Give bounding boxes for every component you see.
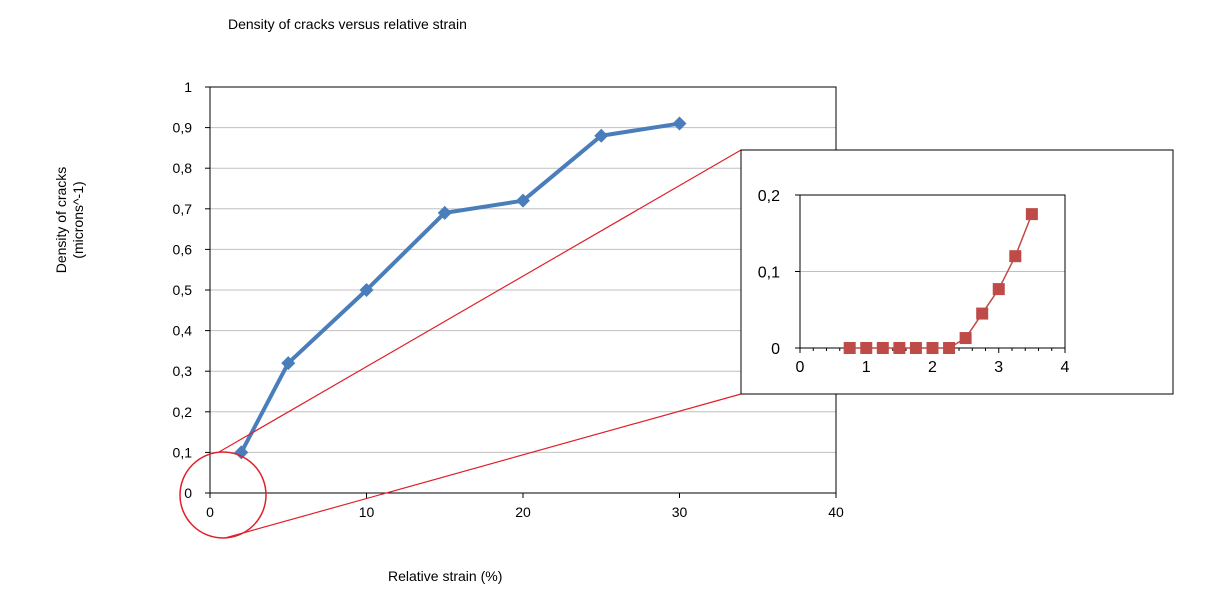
inset-y-tick-label: 0,1 bbox=[758, 264, 780, 281]
main-x-tick-label: 0 bbox=[206, 504, 214, 520]
main-y-tick-label: 0,9 bbox=[173, 120, 193, 136]
inset-data-point bbox=[909, 342, 922, 354]
main-y-tick-label: 1 bbox=[184, 79, 192, 95]
main-data-point bbox=[516, 193, 530, 208]
inset-y-tick-label: 0,2 bbox=[758, 188, 780, 205]
inset-x-tick-label: 0 bbox=[796, 359, 805, 376]
main-x-tick-label: 40 bbox=[828, 504, 844, 520]
main-series-line bbox=[239, 121, 680, 454]
zoom-connector-line bbox=[224, 393, 742, 539]
zoom-circle bbox=[179, 451, 267, 539]
main-y-tick-label: 0,2 bbox=[173, 404, 193, 420]
main-x-tick-label: 10 bbox=[359, 504, 375, 520]
main-y-tick-label: 0,1 bbox=[173, 444, 193, 460]
inset-x-tick-label: 2 bbox=[928, 359, 937, 376]
zoom-connector-line bbox=[218, 149, 742, 453]
inset-data-point bbox=[992, 283, 1005, 296]
main-y-tick-label: 0,7 bbox=[173, 201, 193, 217]
main-data-point bbox=[437, 205, 452, 220]
main-x-tick-label: 20 bbox=[515, 504, 531, 520]
inset-x-tick-label: 1 bbox=[862, 359, 871, 376]
inset-data-point bbox=[1009, 250, 1022, 263]
inset-data-point bbox=[1025, 208, 1038, 221]
inset-x-tick-label: 4 bbox=[1061, 359, 1070, 376]
inset-data-point bbox=[860, 342, 873, 354]
main-y-tick-label: 0 bbox=[184, 485, 192, 501]
inset-data-point bbox=[959, 332, 972, 345]
main-data-point bbox=[672, 116, 687, 131]
inset-data-point bbox=[843, 342, 856, 354]
inset-data-point bbox=[926, 342, 939, 354]
main-y-tick-label: 0,3 bbox=[173, 363, 193, 379]
main-y-tick-label: 0,8 bbox=[173, 160, 193, 176]
main-y-tick-label: 0,4 bbox=[173, 323, 193, 339]
inset-group: 0 1 2 3 4 0 0,1 0,2 bbox=[758, 188, 1070, 376]
main-y-tick-label: 0,5 bbox=[173, 282, 193, 298]
inset-data-point bbox=[943, 342, 956, 354]
inset-x-tick-label: 3 bbox=[994, 359, 1003, 376]
inset-data-point bbox=[876, 342, 889, 354]
inset-data-point bbox=[893, 342, 906, 354]
main-x-tick-label: 30 bbox=[672, 504, 688, 520]
chart-title: Density of cracks versus relative strain bbox=[228, 16, 467, 32]
inset-y-tick-label: 0 bbox=[771, 341, 780, 358]
main-data-point bbox=[594, 128, 609, 143]
main-data-point bbox=[234, 445, 249, 460]
x-axis-label: Relative strain (%) bbox=[388, 568, 503, 584]
main-data-point bbox=[281, 356, 296, 371]
main-data-point bbox=[359, 283, 374, 297]
inset-data-point bbox=[976, 307, 989, 320]
main-y-tick-label: 0,6 bbox=[173, 241, 193, 257]
